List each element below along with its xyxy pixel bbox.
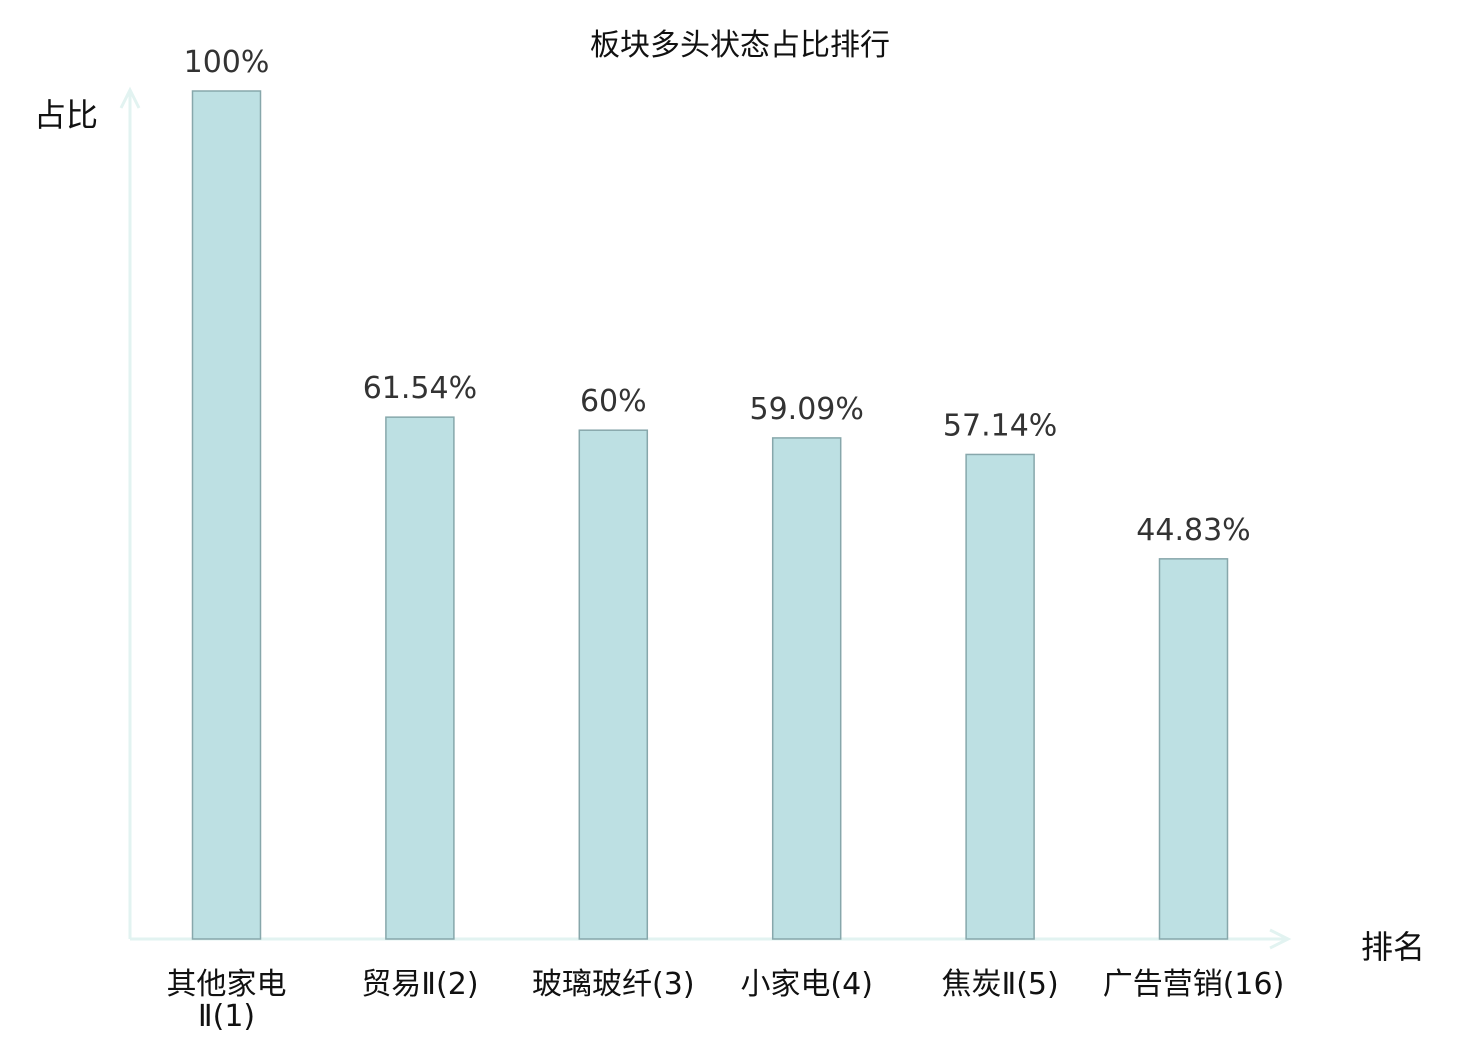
chart-title: 板块多头状态占比排行 (590, 28, 890, 63)
value-label-6: 44.83% (1136, 513, 1250, 548)
value-label-2: 61.54% (363, 371, 477, 406)
value-label-1: 100% (184, 45, 270, 80)
category-label-3: 玻璃玻纤(3) (532, 967, 695, 1002)
bar-4 (771, 437, 842, 940)
value-labels: 100% 61.54% 60% 59.09% 57.14% 44.83% (184, 45, 1251, 548)
category-label-1-line-1: 其他家电 (167, 967, 287, 1002)
category-label-1-line-2: Ⅱ(1) (198, 999, 255, 1034)
value-label-4: 59.09% (750, 392, 864, 427)
x-axis-arrow (1269, 928, 1292, 950)
y-axis-label: 占比 (34, 96, 99, 134)
category-label-5: 焦炭Ⅱ(5) (941, 967, 1058, 1002)
bar-5 (965, 453, 1035, 940)
y-axis-arrow (119, 86, 141, 109)
x-axis-label: 排名 (1361, 928, 1426, 966)
bar-2 (385, 416, 455, 940)
value-label-3: 60% (580, 384, 647, 419)
value-label-5: 57.14% (943, 408, 1057, 443)
bars (191, 90, 1229, 940)
bar-1 (191, 90, 262, 940)
category-label-6: 广告营销(16) (1103, 967, 1285, 1002)
bar-6 (1158, 558, 1229, 940)
axes (119, 86, 1292, 950)
bar-3 (578, 429, 649, 940)
category-label-2: 贸易Ⅱ(2) (361, 967, 478, 1002)
category-label-4: 小家电(4) (740, 967, 873, 1002)
